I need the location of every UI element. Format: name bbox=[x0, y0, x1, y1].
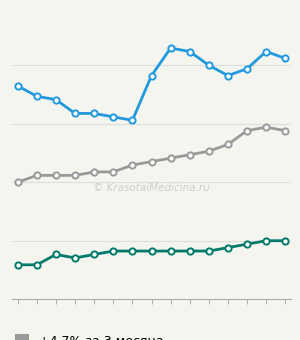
Legend: +4.7% за 3 месяца: +4.7% за 3 месяца bbox=[16, 334, 164, 340]
Text: © KrasotaiMedicina.ru: © KrasotaiMedicina.ru bbox=[93, 183, 210, 193]
